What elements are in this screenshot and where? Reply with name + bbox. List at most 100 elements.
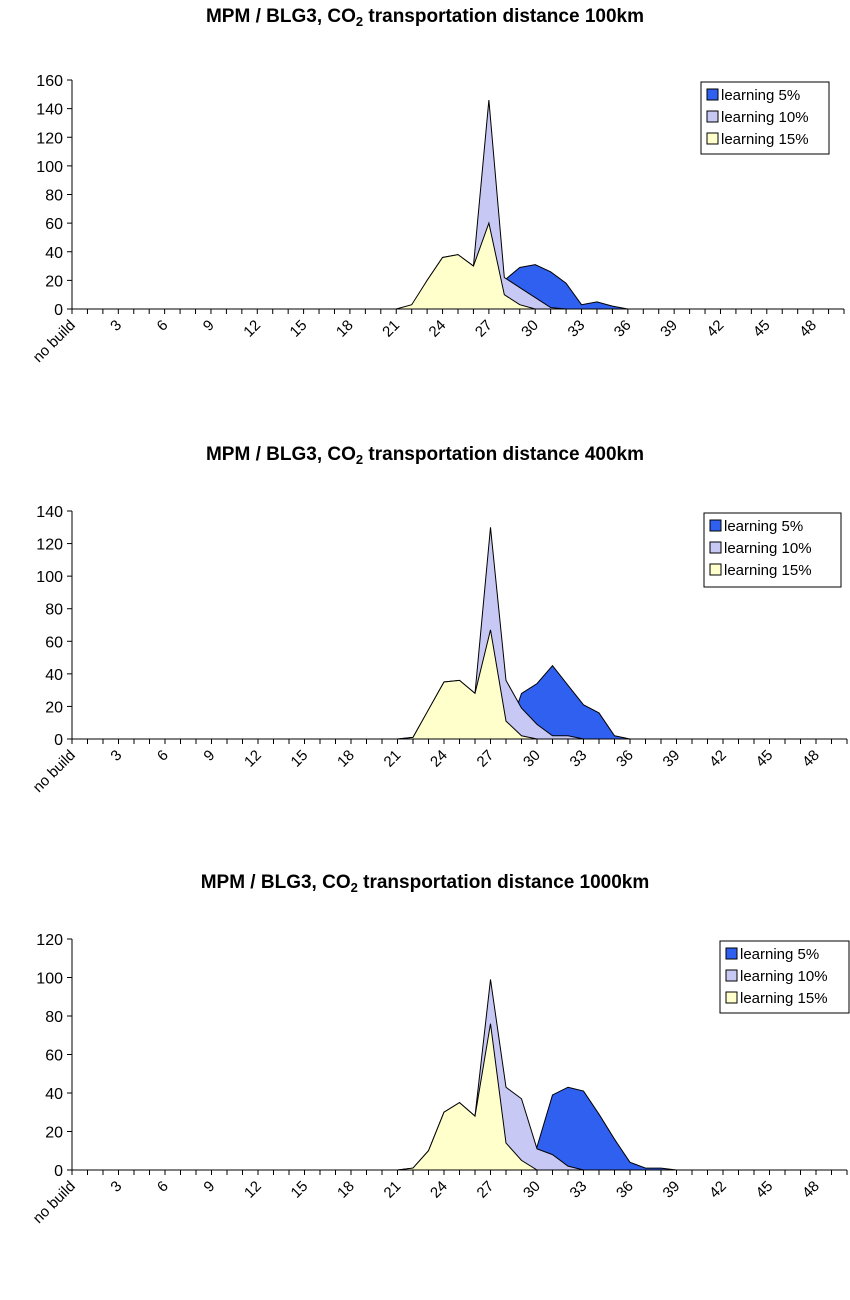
legend-label-2: learning 10% — [721, 109, 809, 126]
chart-title-3: MPM / BLG3, CO2 transportation distance … — [200, 872, 650, 895]
y-tick-label: 80 — [45, 1009, 63, 1026]
y-tick-label: 100 — [36, 159, 63, 176]
x-tick-label: 18 — [334, 1178, 358, 1202]
x-tick-label: 42 — [706, 1178, 730, 1202]
x-tick-label: 15 — [287, 317, 311, 341]
x-tick-label: 15 — [288, 1178, 312, 1202]
y-tick-label: 120 — [36, 932, 63, 949]
x-tick-label: 15 — [288, 747, 312, 771]
y-tick-label: 100 — [36, 971, 63, 988]
y-tick-label: 120 — [36, 537, 63, 554]
x-tick-label: 36 — [611, 317, 635, 341]
legend-label-3: learning 15% — [740, 990, 828, 1007]
x-tick-label: 18 — [333, 317, 357, 341]
x-tick-label: 30 — [520, 1178, 544, 1202]
x-tick-label: 39 — [660, 1178, 684, 1202]
legend-swatch-1 — [706, 88, 719, 101]
x-tick-label: 48 — [796, 317, 820, 341]
x-tick-label: 12 — [241, 747, 265, 771]
y-tick-label: 40 — [45, 1086, 63, 1103]
legend-box — [703, 512, 842, 588]
x-tick-label: no build — [30, 1178, 79, 1227]
legend-label-3: learning 15% — [721, 131, 809, 148]
y-tick-label: 140 — [36, 102, 63, 119]
chart-title-1: MPM / BLG3, CO2 transportation distance … — [205, 6, 644, 29]
x-tick-label: 27 — [474, 1178, 498, 1202]
x-tick-label: 42 — [706, 747, 730, 771]
x-tick-label: 48 — [799, 747, 823, 771]
x-tick-label: 9 — [200, 747, 218, 765]
x-tick-label: 21 — [381, 1178, 405, 1202]
x-tick-label: 24 — [427, 1178, 451, 1202]
x-tick-label: 3 — [107, 747, 125, 765]
x-tick-label: 27 — [474, 747, 498, 771]
x-tick-label: 39 — [660, 747, 684, 771]
legend-label-1: learning 5% — [740, 946, 819, 963]
x-tick-label: 45 — [753, 747, 777, 771]
legend-label-2: learning 10% — [724, 540, 812, 557]
series-area-3 — [72, 629, 847, 740]
x-tick-label: 24 — [427, 747, 451, 771]
legend-label-1: learning 5% — [724, 518, 803, 535]
y-tick-label: 80 — [45, 188, 63, 205]
x-tick-label: 33 — [565, 317, 589, 341]
y-tick-label: 60 — [45, 634, 63, 651]
x-tick-label: 6 — [154, 1178, 172, 1196]
x-tick-label: 6 — [154, 747, 172, 765]
x-tick-label: 45 — [753, 1178, 777, 1202]
legend-swatch-2 — [709, 541, 722, 554]
x-tick-label: 24 — [426, 317, 450, 341]
x-tick-label: 27 — [472, 317, 496, 341]
legend-swatch-2 — [725, 969, 738, 982]
y-tick-label: 80 — [45, 602, 63, 619]
y-tick-label: 140 — [36, 504, 63, 521]
y-tick-label: 20 — [45, 273, 63, 290]
y-tick-label: 60 — [45, 216, 63, 233]
y-tick-label: 0 — [54, 732, 63, 749]
x-tick-label: 45 — [750, 317, 774, 341]
y-tick-label: 0 — [54, 1163, 63, 1180]
legend-swatch-3 — [725, 991, 738, 1004]
chart-title-2: MPM / BLG3, CO2 transportation distance … — [205, 444, 644, 467]
y-tick-label: 20 — [45, 699, 63, 716]
legend-box — [700, 81, 830, 155]
legend-swatch-2 — [706, 110, 719, 123]
series-area-3 — [72, 1023, 847, 1171]
x-tick-label: 36 — [613, 1178, 637, 1202]
x-tick-label: 9 — [200, 1178, 218, 1196]
y-tick-label: 60 — [45, 1048, 63, 1065]
legend-swatch-1 — [725, 947, 738, 960]
x-tick-label: 3 — [107, 1178, 125, 1196]
legend-label-3: learning 15% — [724, 562, 812, 579]
legend-label-1: learning 5% — [721, 87, 800, 104]
x-tick-label: no build — [30, 317, 79, 366]
legend-swatch-1 — [709, 519, 722, 532]
x-tick-label: 48 — [799, 1178, 823, 1202]
y-tick-label: 40 — [45, 245, 63, 262]
legend-box — [719, 940, 850, 1014]
x-tick-label: 3 — [107, 317, 125, 335]
x-tick-label: 6 — [154, 317, 172, 335]
x-tick-label: 21 — [379, 317, 403, 341]
x-tick-label: 33 — [567, 747, 591, 771]
x-tick-label: 30 — [520, 747, 544, 771]
series-area-3 — [72, 221, 844, 310]
legend-label-2: learning 10% — [740, 968, 828, 985]
x-tick-label: 18 — [334, 747, 358, 771]
legend-swatch-3 — [709, 563, 722, 576]
y-tick-label: 120 — [36, 130, 63, 147]
y-tick-label: 20 — [45, 1125, 63, 1142]
x-tick-label: 30 — [518, 317, 542, 341]
x-tick-label: 36 — [613, 747, 637, 771]
y-tick-label: 40 — [45, 667, 63, 684]
x-tick-label: 42 — [703, 317, 727, 341]
x-tick-label: 12 — [240, 317, 264, 341]
x-tick-label: no build — [30, 747, 79, 796]
y-tick-label: 100 — [36, 569, 63, 586]
x-tick-label: 33 — [567, 1178, 591, 1202]
x-tick-label: 21 — [381, 747, 405, 771]
